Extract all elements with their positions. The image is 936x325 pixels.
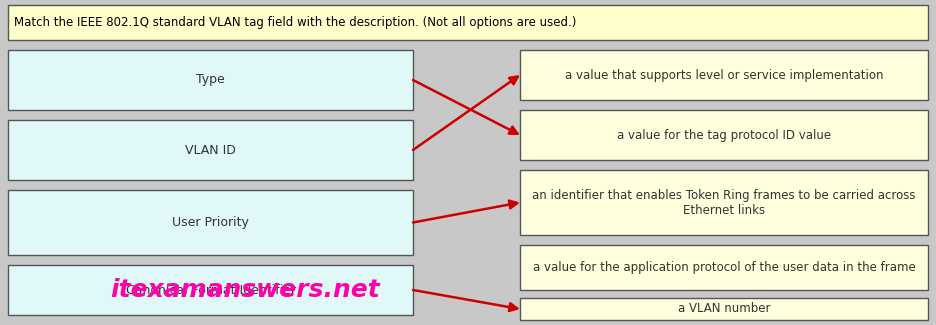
Text: Match the IEEE 802.1Q standard VLAN tag field with the description. (Not all opt: Match the IEEE 802.1Q standard VLAN tag …	[14, 16, 577, 29]
Text: Type: Type	[197, 73, 225, 86]
Text: Canonical Format Identifier: Canonical Format Identifier	[125, 283, 296, 296]
Bar	[520, 50, 928, 100]
Bar	[8, 5, 928, 40]
Bar	[8, 50, 413, 110]
Text: a value that supports level or service implementation: a value that supports level or service i…	[564, 69, 884, 82]
Text: itexamanswers.net: itexamanswers.net	[110, 278, 380, 302]
Bar	[520, 298, 928, 320]
Bar	[520, 245, 928, 290]
Text: User Priority: User Priority	[172, 216, 249, 229]
Bar	[520, 170, 928, 235]
Text: VLAN ID: VLAN ID	[185, 144, 236, 157]
Text: a value for the application protocol of the user data in the frame: a value for the application protocol of …	[533, 261, 915, 274]
Bar	[8, 190, 413, 255]
Bar	[8, 265, 413, 315]
Text: a VLAN number: a VLAN number	[678, 303, 770, 316]
Text: an identifier that enables Token Ring frames to be carried across
Ethernet links: an identifier that enables Token Ring fr…	[533, 188, 915, 216]
Bar	[8, 120, 413, 180]
Bar	[520, 110, 928, 160]
Text: a value for the tag protocol ID value: a value for the tag protocol ID value	[617, 128, 831, 141]
